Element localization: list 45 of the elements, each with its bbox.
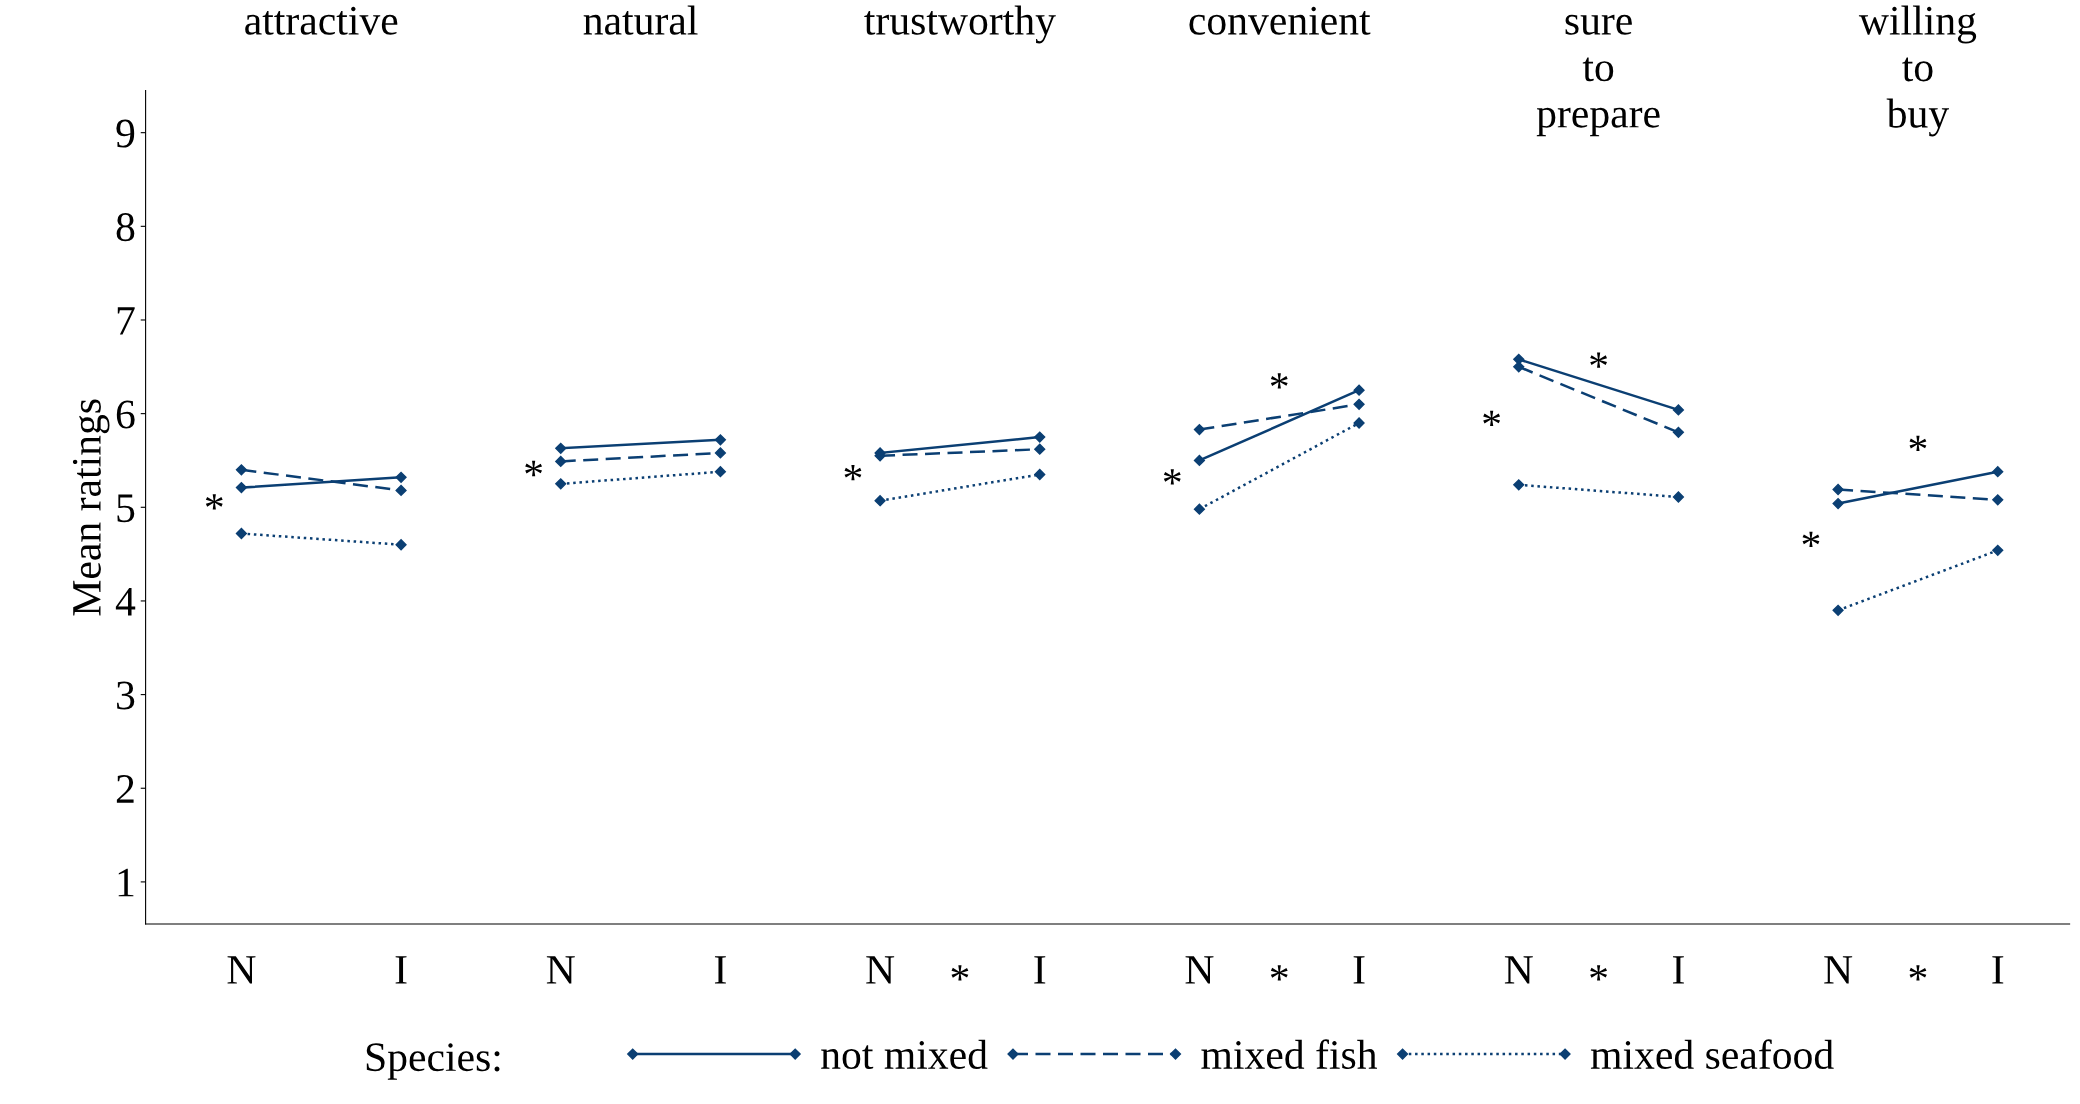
x-tick-label: N bbox=[227, 956, 256, 984]
y-tick-label: 2 bbox=[116, 775, 134, 803]
text: * bbox=[1590, 965, 1607, 981]
y-tick-label: 4 bbox=[115, 587, 136, 616]
text: attractive bbox=[245, 6, 398, 35]
y-axis-title: Mean ratings bbox=[72, 399, 110, 616]
legend-label: mixed seafood bbox=[1590, 1039, 1834, 1070]
legend-title: Species: bbox=[366, 1043, 500, 1080]
x-tick-label: N bbox=[546, 956, 575, 984]
text: * bbox=[1270, 965, 1288, 981]
annotation: * bbox=[844, 465, 862, 481]
x-tick-label: I bbox=[395, 956, 407, 984]
text: convenient bbox=[1189, 6, 1371, 35]
text: trustworthy bbox=[864, 5, 1056, 44]
text: * bbox=[1909, 965, 1927, 981]
text: natural bbox=[583, 5, 698, 35]
annotation: * bbox=[205, 494, 223, 510]
annotation: * bbox=[1270, 373, 1288, 389]
y-tick-label: 3 bbox=[117, 681, 135, 710]
x-tick-label: I bbox=[1672, 956, 1684, 984]
annotation: * bbox=[1802, 531, 1820, 547]
y-tick-label: 9 bbox=[116, 119, 135, 148]
annotation: * bbox=[1909, 435, 1927, 452]
x-tick-label: N bbox=[1185, 956, 1214, 984]
x-tick-label: I bbox=[1353, 956, 1365, 984]
x-tick-label: I bbox=[1992, 956, 2004, 984]
legend-label: mixed fish bbox=[1201, 1039, 1378, 1070]
y-tick-label: 5 bbox=[117, 494, 135, 523]
x-tick-label: I bbox=[1034, 956, 1046, 984]
y-tick-label: 8 bbox=[116, 213, 135, 242]
y-tick-label: 7 bbox=[117, 307, 135, 335]
annotation: sure to prepare bbox=[1536, 14, 1660, 137]
annotation: * bbox=[1163, 469, 1181, 485]
x-tick-label: N bbox=[1504, 956, 1533, 984]
legend-label: not mixed bbox=[821, 1039, 988, 1070]
x-tick-label: N bbox=[1824, 956, 1853, 984]
y-tick-label: 1 bbox=[118, 868, 134, 897]
x-tick-label: N bbox=[866, 956, 895, 984]
annotation: * bbox=[1590, 352, 1607, 368]
annotation: * bbox=[525, 460, 543, 477]
text: * bbox=[951, 965, 969, 981]
x-tick-label: I bbox=[714, 956, 726, 984]
annotation: * bbox=[1483, 410, 1501, 427]
annotation: willing to buy bbox=[1858, 5, 1977, 137]
y-tick-label: 6 bbox=[116, 400, 135, 429]
